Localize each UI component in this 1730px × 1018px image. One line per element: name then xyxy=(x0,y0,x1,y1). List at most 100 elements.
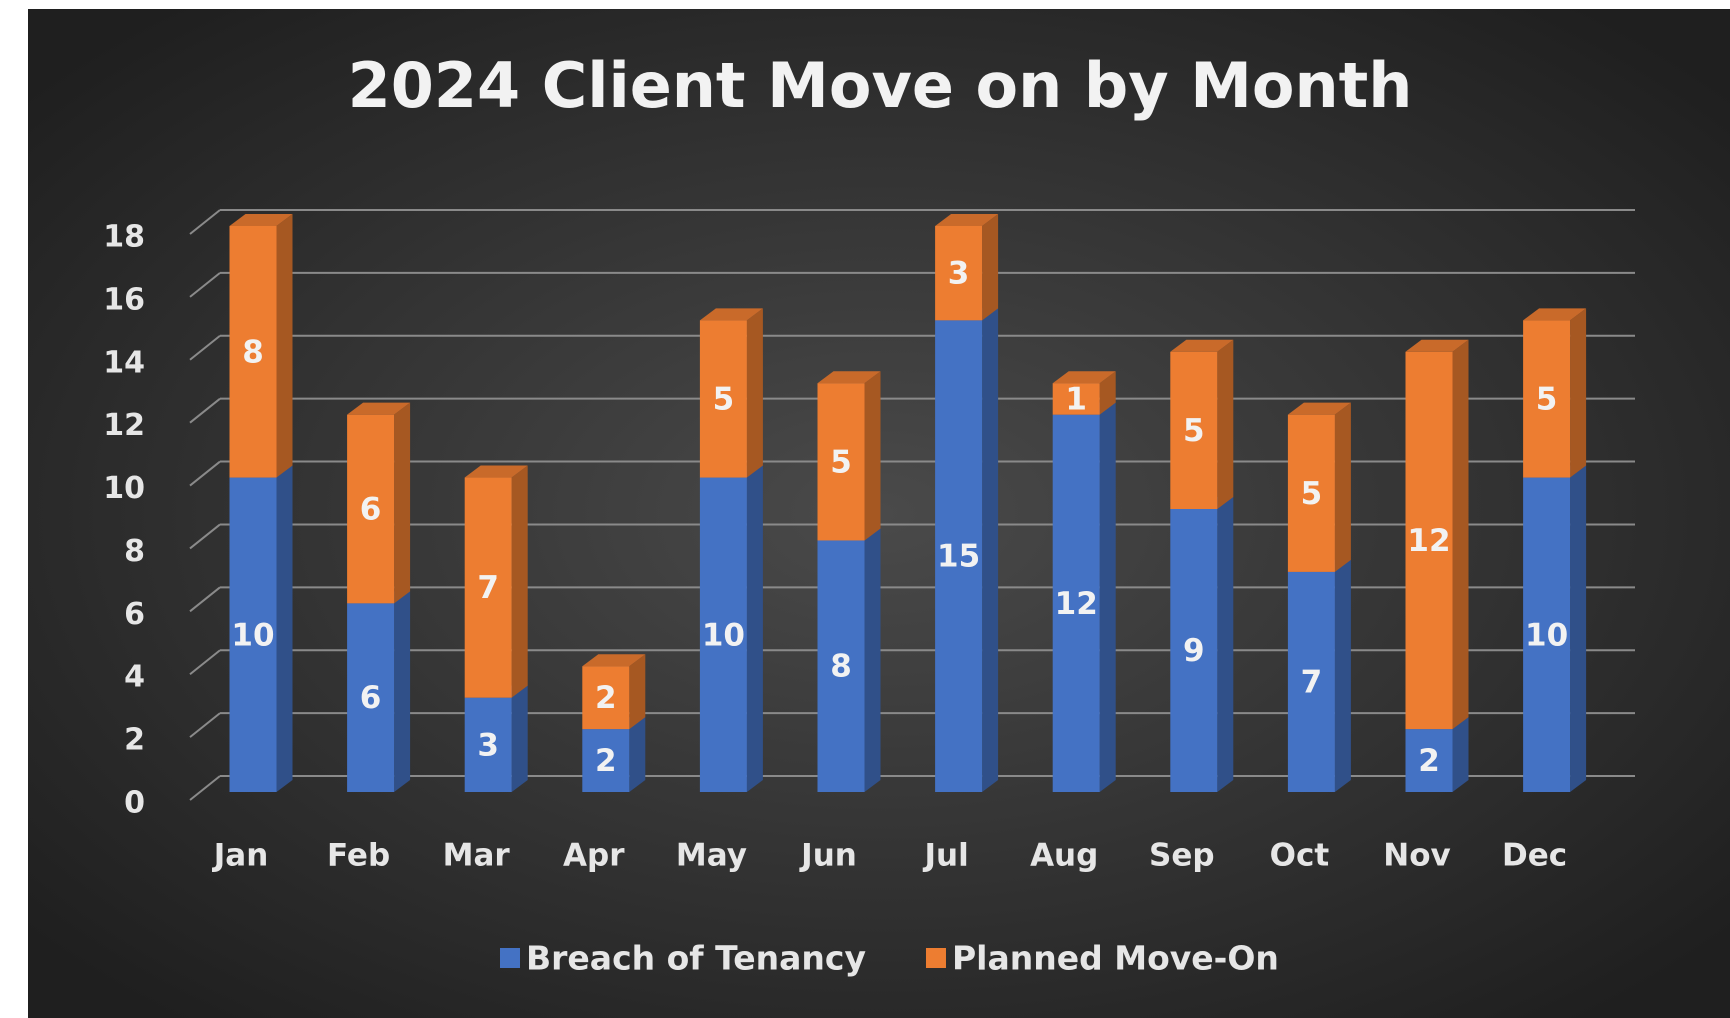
x-tick-label: Jul xyxy=(922,838,968,874)
data-label: 8 xyxy=(830,649,852,685)
bar-top xyxy=(1052,371,1116,384)
data-label: 6 xyxy=(360,680,382,716)
bar-top xyxy=(464,465,528,478)
bar-side xyxy=(864,371,881,541)
y-tick-label: 2 xyxy=(124,723,145,758)
data-label: 7 xyxy=(1301,664,1323,700)
bar-side xyxy=(746,308,763,478)
bar xyxy=(699,320,747,478)
x-tick-label: Oct xyxy=(1270,838,1330,874)
x-tick-label: Aug xyxy=(1030,838,1098,874)
bar-side xyxy=(1452,339,1469,730)
grid-line xyxy=(189,586,221,613)
bar-top xyxy=(1287,402,1351,415)
bar xyxy=(1170,351,1218,509)
bar xyxy=(464,697,512,792)
bar xyxy=(1287,571,1335,792)
data-label: 2 xyxy=(1418,743,1440,779)
bar-side xyxy=(1099,402,1116,792)
y-tick-label: 4 xyxy=(124,660,145,695)
data-label: 5 xyxy=(830,444,852,480)
y-tick-label: 14 xyxy=(103,345,145,380)
y-tick-label: 10 xyxy=(103,471,145,506)
grid-line xyxy=(189,209,221,235)
bar xyxy=(229,226,277,478)
data-label: 5 xyxy=(1183,413,1205,449)
x-tick-label: Mar xyxy=(443,838,511,874)
grid-line xyxy=(189,712,221,738)
bar xyxy=(347,603,395,792)
bar xyxy=(935,320,983,792)
bar-side xyxy=(511,685,528,792)
data-label: 3 xyxy=(948,256,970,292)
bar xyxy=(464,477,512,698)
grid-line xyxy=(189,397,221,424)
bar xyxy=(229,477,277,792)
legend-swatch xyxy=(925,948,946,968)
data-label: 2 xyxy=(595,680,617,716)
bar-top xyxy=(699,308,763,321)
bar-top xyxy=(1523,308,1587,321)
bar-side xyxy=(511,465,528,698)
bar-side xyxy=(1570,308,1587,478)
bar-top xyxy=(817,371,881,384)
bar-side xyxy=(394,591,411,792)
bar-side xyxy=(1334,559,1351,792)
data-label: 10 xyxy=(231,617,274,653)
bar-side xyxy=(276,465,293,792)
data-label: 2 xyxy=(595,743,617,779)
x-tick-label: May xyxy=(676,838,747,874)
data-label: 12 xyxy=(1055,586,1098,622)
bar-side xyxy=(1334,402,1351,572)
bar xyxy=(1405,729,1453,792)
y-tick-label: 8 xyxy=(124,534,145,569)
data-label: 10 xyxy=(1525,617,1568,653)
data-label: 3 xyxy=(477,727,499,763)
data-label: 6 xyxy=(360,492,382,528)
data-label: 1 xyxy=(1065,381,1087,417)
bar-top xyxy=(935,214,999,226)
grid-line xyxy=(189,649,221,676)
bar-side xyxy=(629,717,646,792)
x-tick-label: Jun xyxy=(799,838,857,874)
bar xyxy=(1287,414,1335,572)
data-label: 12 xyxy=(1407,523,1450,559)
bar xyxy=(817,540,865,792)
bar-side xyxy=(1570,465,1587,792)
x-tick-label: Dec xyxy=(1502,838,1567,874)
bar xyxy=(347,414,395,604)
x-tick-label: Sep xyxy=(1149,838,1215,874)
bar-side xyxy=(1099,371,1116,415)
grid-line xyxy=(189,272,221,298)
data-label: 15 xyxy=(937,539,980,575)
legend-label: Planned Move-On xyxy=(952,939,1279,978)
legend-swatch xyxy=(500,948,520,968)
bar xyxy=(1405,351,1453,730)
y-tick-label: 16 xyxy=(103,282,145,317)
bar xyxy=(1523,477,1571,792)
x-tick-label: Feb xyxy=(327,838,390,874)
y-tick-label: 18 xyxy=(103,220,145,255)
bar-top xyxy=(1170,339,1234,352)
bar-side xyxy=(746,465,763,792)
chart-title: 2024 Client Move on by Month xyxy=(348,49,1413,122)
y-tick-label: 0 xyxy=(124,786,145,821)
data-label: 7 xyxy=(477,570,499,606)
bar xyxy=(935,226,983,321)
grid-line xyxy=(189,460,221,487)
bar xyxy=(1170,509,1218,792)
data-label: 10 xyxy=(702,617,745,653)
bar-side xyxy=(276,214,293,478)
bar-side xyxy=(982,214,999,321)
bar xyxy=(582,666,630,730)
data-label: 8 xyxy=(242,334,264,370)
bar-top xyxy=(229,214,293,226)
x-tick-label: Nov xyxy=(1383,838,1450,874)
bar xyxy=(1523,320,1571,478)
bar xyxy=(1052,383,1100,415)
data-label: 5 xyxy=(1536,381,1558,417)
bar xyxy=(1052,414,1100,792)
grid-line xyxy=(189,523,221,550)
